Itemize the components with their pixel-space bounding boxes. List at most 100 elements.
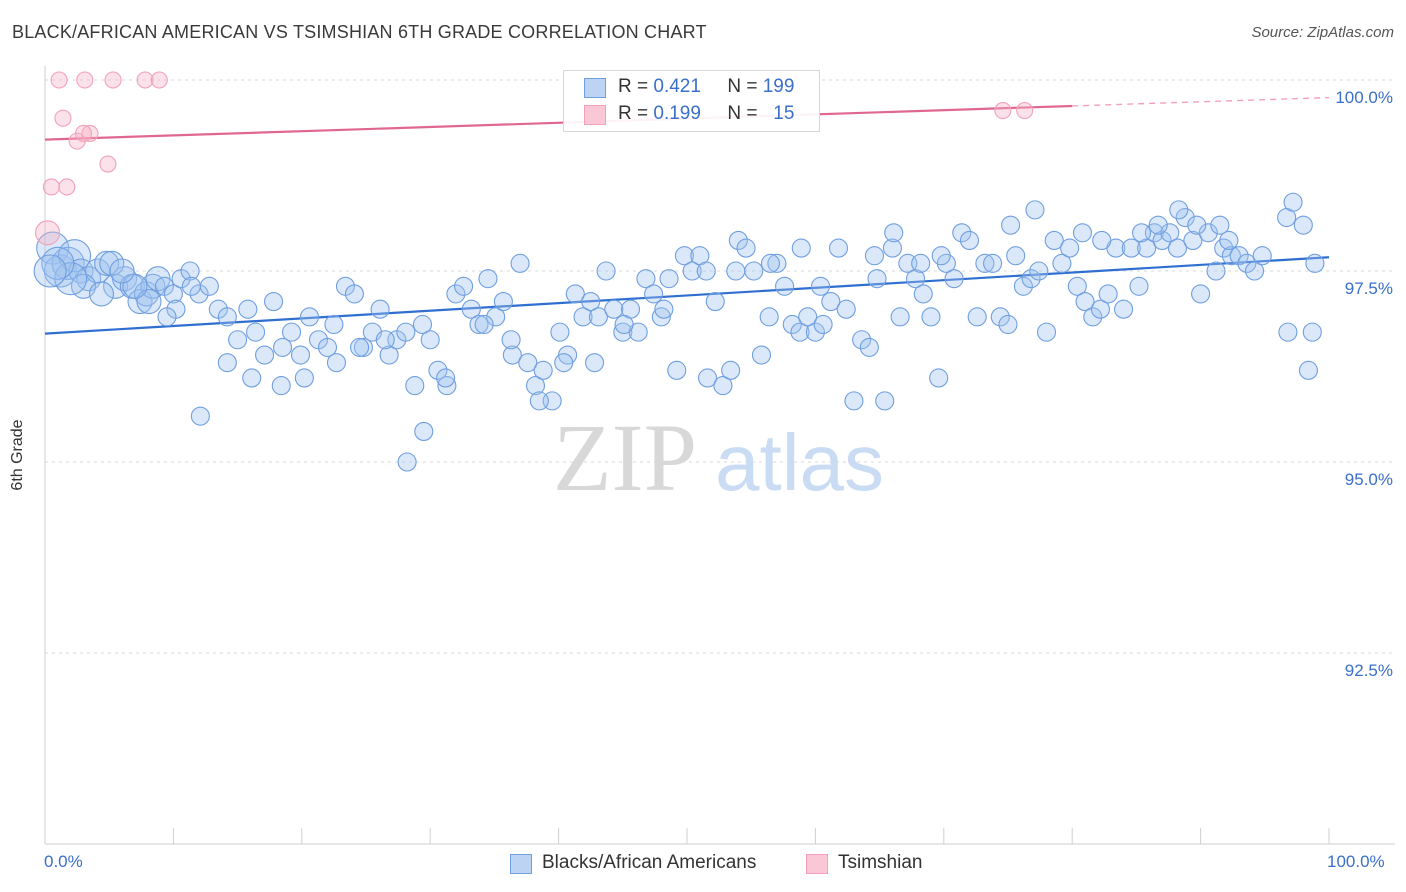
blacks-data-point [1237,253,1257,273]
bottom-legend-blacks-label: Blacks/African Americans [542,852,757,873]
blacks-data-point [493,292,513,312]
blacks-data-point [1278,322,1298,342]
blacks-data-point [1131,223,1152,243]
blacks-data-point [721,360,741,380]
blacks-data-point [844,391,864,411]
blacks-data-point [790,322,810,342]
blacks-data-point [501,330,521,350]
blacks-data-point [550,322,570,342]
blacks-data-point [696,261,716,281]
blacks-data-point [474,314,494,335]
blacks-data-point [163,284,183,304]
blacks-data-point [109,258,135,284]
blacks-data-point [913,284,933,304]
blacks-data-point [1098,284,1118,304]
blacks-african-americans-points [33,192,1325,472]
blacks-data-point [667,360,687,380]
tsimshian-data-point [54,109,72,127]
blacks-data-point [821,292,841,312]
blacks-data-point [454,276,474,296]
n-label: N = [727,76,758,97]
blacks-data-point [852,330,872,350]
blacks-data-point [1219,230,1239,250]
blacks-data-point [931,246,951,266]
blacks-data-point [836,299,856,319]
tsimshian-data-point [136,71,154,89]
blacks-data-point [317,337,338,357]
blacks-data-point [1075,292,1095,312]
blacks-data-point [294,368,314,388]
blacks-data-point [1293,215,1313,235]
blacks-data-point [189,284,209,304]
blacks-data-point [1229,246,1249,266]
blacks-data-point [324,314,344,335]
blacks-data-point [502,345,522,365]
blacks-data-point [405,376,425,396]
tsimshian-data-point [58,178,76,196]
blacks-data-point [659,269,679,289]
blacks-data-point [674,246,694,266]
blacks-data-point [1001,215,1021,235]
blacks-data-point [875,391,895,411]
blacks-data-point [57,239,92,273]
tsimshian-data-point [76,71,94,89]
blacks-data-point [810,276,831,296]
tsimshian-data-point [50,71,68,89]
blacks-data-point [614,314,634,335]
blacks-data-point [1072,223,1093,243]
blacks-data-point [1183,230,1203,250]
blacks-data-point [1152,230,1172,250]
blacks-data-point [242,368,262,388]
blacks-data-point [726,261,746,281]
blacks-data-point [906,269,926,289]
blacks-data-point [813,314,833,335]
blacks-data-point [238,299,258,319]
blacks-data-point [446,284,466,304]
y-tick-label: 97.5% [1345,279,1393,298]
blacks-data-point [217,353,237,373]
blacks-data-point [1114,299,1134,319]
blacks-data-point [461,299,481,319]
tsimshian-data-point [150,71,168,89]
tsimshian-data-point [74,124,93,143]
blacks-data-point [983,253,1003,273]
blacks-data-point [1036,322,1057,342]
blacks-data-point [1052,253,1072,273]
blacks-data-point [682,261,702,281]
blacks-data-point [1298,360,1319,380]
blacks-data-point [775,276,795,296]
blacks-data-point [396,322,416,342]
blacks-data-point [375,330,395,350]
x-tick-label-max: 100.0% [1327,852,1385,871]
blacks-data-point [94,250,120,276]
blacks-data-point [651,307,671,327]
blacks-data-point [967,307,987,327]
blacks-data-point [929,368,949,388]
blue-swatch [584,78,606,98]
blacks-data-point [533,360,553,380]
x-tick-label-min: 0.0% [44,852,83,871]
source-credit: Source: ZipAtlas.com [1251,24,1394,41]
blacks-data-point [529,391,549,411]
blacks-data-point [1092,230,1112,250]
blacks-data-point [588,307,608,327]
n-value-tsimshian: 15 [773,103,795,124]
blacks-data-point [1283,192,1303,212]
blacks-data-point [565,284,585,304]
blacks-data-point [1029,261,1049,281]
blacks-data-point [1210,215,1230,235]
tsimshian-data-point [1016,102,1034,120]
blacks-trend-line [44,256,1330,335]
bottom-legend: Blacks/African Americans Tsimshian [0,852,1406,878]
blacks-data-point [859,337,879,357]
blacks-data-point [864,246,885,266]
blacks-data-point [890,307,910,327]
blacks-data-point [510,253,530,273]
blacks-data-point [1302,322,1322,342]
blacks-data-point [911,253,931,273]
blacks-data-point [1006,246,1026,266]
blacks-data-point [705,292,725,312]
blacks-data-point [199,276,219,296]
blacks-data-point [805,322,825,342]
